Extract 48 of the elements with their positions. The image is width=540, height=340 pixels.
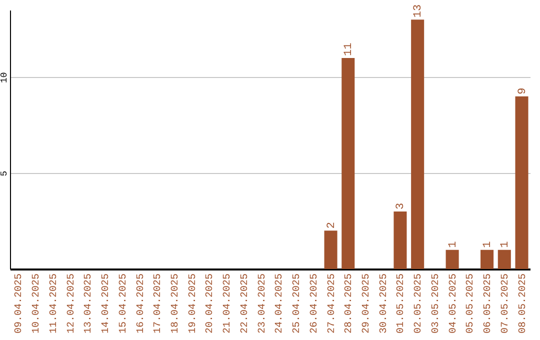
data-label: 13 — [412, 4, 425, 18]
x-tick-label: 18.04.2025 — [170, 274, 182, 334]
y-tick-label: 10 — [0, 72, 10, 84]
bar — [394, 211, 407, 269]
data-label: 1 — [499, 240, 512, 248]
x-tick-label: 08.05.2025 — [518, 274, 529, 334]
x-tick-label: 05.05.2025 — [466, 274, 477, 334]
data-label: 3 — [395, 202, 408, 210]
bar — [324, 230, 338, 269]
x-tick-label: 24.04.2025 — [274, 274, 286, 334]
x-tick-label: 11.04.2025 — [48, 274, 60, 334]
x-tick-label: 03.05.2025 — [430, 274, 442, 334]
x-tick-label: 20.04.2025 — [205, 274, 216, 334]
bar — [342, 58, 355, 269]
x-tick-label: 16.04.2025 — [136, 274, 147, 334]
x-tick-label: 09.04.2025 — [14, 274, 26, 334]
x-tick-label: 25.04.2025 — [292, 274, 304, 334]
bar — [498, 250, 511, 269]
x-tick-label: 29.04.2025 — [361, 274, 372, 334]
data-label: 9 — [516, 88, 529, 94]
bar — [515, 96, 528, 269]
x-tick-label: 23.04.2025 — [257, 274, 268, 334]
x-tick-label: 02.05.2025 — [414, 274, 425, 334]
data-label: 1 — [447, 240, 460, 248]
y-tick-label: 5 — [0, 170, 10, 176]
x-tick-label: 22.04.2025 — [240, 274, 251, 334]
x-tick-label: 26.04.2025 — [309, 274, 320, 334]
x-tick-label: 12.04.2025 — [66, 274, 78, 334]
bar — [411, 20, 424, 269]
x-tick-label: 19.04.2025 — [188, 274, 199, 334]
x-tick-label: 01.05.2025 — [396, 274, 408, 334]
data-label: 2 — [326, 222, 338, 229]
bar — [446, 250, 459, 269]
x-tick-label: 15.04.2025 — [118, 274, 130, 334]
x-tick-label: 10.04.2025 — [32, 274, 43, 334]
x-tick-label: 14.04.2025 — [101, 274, 112, 334]
x-tick-label: 06.05.2025 — [483, 274, 494, 334]
x-tick-label: 17.04.2025 — [153, 274, 164, 334]
x-tick-label: 28.04.2025 — [344, 274, 356, 334]
x-tick-label: 07.05.2025 — [500, 274, 512, 334]
data-label: 1 — [482, 240, 494, 248]
data-label: 11 — [343, 42, 356, 56]
x-tick-label: 04.05.2025 — [448, 274, 460, 334]
x-tick-label: 30.04.2025 — [378, 274, 390, 334]
x-tick-label: 21.04.2025 — [222, 274, 234, 334]
x-tick-label: 27.04.2025 — [326, 274, 338, 334]
bar — [480, 250, 494, 269]
x-tick-label: 13.04.2025 — [84, 274, 95, 334]
